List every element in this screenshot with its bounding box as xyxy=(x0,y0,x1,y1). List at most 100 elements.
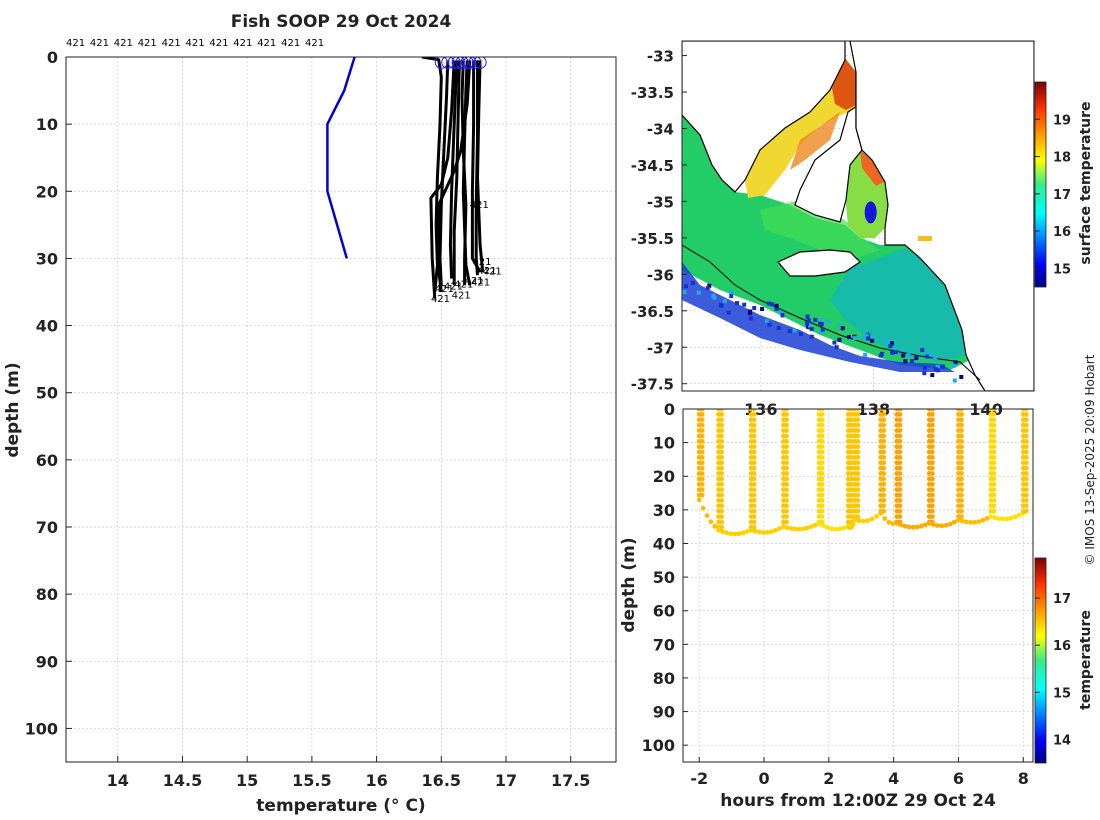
cast-point xyxy=(991,428,997,433)
profile-y-tick-label: 70 xyxy=(36,518,58,537)
cast-point xyxy=(897,487,903,493)
cast-point xyxy=(959,476,964,482)
cast-point xyxy=(897,514,903,519)
cast-point xyxy=(819,428,825,433)
tow-point xyxy=(808,524,814,529)
map-noise-pixel xyxy=(809,334,814,339)
profile-end-label: 421 xyxy=(431,294,450,305)
cast-point xyxy=(897,409,903,412)
tow-point xyxy=(943,522,949,528)
cast-point xyxy=(819,412,825,417)
map-noise-pixel xyxy=(726,310,731,315)
temperature-colorbar-tick-label: 17 xyxy=(1053,592,1071,607)
map-noise-pixel xyxy=(864,333,869,338)
surface-marker xyxy=(473,57,487,69)
profile-line-421-h xyxy=(435,60,472,293)
cast-point xyxy=(897,417,903,423)
map-noise-pixel xyxy=(752,306,757,310)
cast-point xyxy=(699,433,705,439)
map-noise-pixel xyxy=(935,364,940,369)
cast-point xyxy=(1023,433,1029,439)
cast-point xyxy=(1023,422,1029,428)
cast-point xyxy=(719,428,724,433)
cast-point xyxy=(881,460,887,466)
tow-point xyxy=(712,523,718,529)
map-noise-pixel xyxy=(925,354,930,359)
map-noise-pixel xyxy=(774,306,779,311)
cast-point xyxy=(1023,409,1029,412)
map-noise-pixel xyxy=(770,302,775,307)
cast-point xyxy=(991,503,997,509)
cast-point xyxy=(929,417,935,423)
profile-line-421-e xyxy=(452,60,461,286)
map-noise-pixel xyxy=(933,357,937,362)
temperature-colorbar-tick-label: 15 xyxy=(1053,686,1071,701)
map-noise-pixel xyxy=(826,319,830,324)
cast-point xyxy=(855,449,861,455)
tow-point xyxy=(796,526,802,532)
cast-point xyxy=(897,476,903,482)
map-noise-pixel xyxy=(760,307,765,311)
map-noise-pixel xyxy=(806,324,811,329)
cast-point xyxy=(897,433,903,439)
map-noise-pixel xyxy=(832,340,837,345)
tow-point xyxy=(926,520,932,526)
tow-point xyxy=(740,530,746,536)
map-noise-pixel xyxy=(780,313,785,318)
map-noise-pixel xyxy=(774,303,779,308)
depth-time-points xyxy=(696,409,1029,537)
surface-marker xyxy=(434,57,448,69)
tow-point xyxy=(922,522,928,528)
cast-point xyxy=(929,409,935,412)
tow-point xyxy=(1012,514,1018,520)
cast-point xyxy=(751,428,757,433)
tow-point xyxy=(781,524,786,530)
cast-point xyxy=(929,444,935,450)
temperature-colorbar-tick-label: 14 xyxy=(1053,733,1071,748)
profile-end-label: 421 xyxy=(465,276,484,287)
map-noise-pixel xyxy=(890,350,895,355)
map-noise-pixel xyxy=(809,327,814,332)
tow-point xyxy=(720,529,726,534)
profile-top-label: 421 xyxy=(114,38,133,49)
cast-point xyxy=(719,417,724,423)
profile-y-tick-label: 90 xyxy=(36,652,58,671)
cast-point xyxy=(819,471,825,476)
cast-point xyxy=(991,487,997,493)
map-noise-pixel xyxy=(792,328,797,333)
profile-y-tick-label: 80 xyxy=(36,585,58,604)
cast-point xyxy=(1023,487,1029,493)
cast-point xyxy=(929,508,935,514)
tow-point xyxy=(972,519,978,525)
map-noise-pixel xyxy=(805,314,810,319)
cast-point xyxy=(848,417,854,423)
cast-point xyxy=(784,422,789,428)
cast-point xyxy=(848,492,854,498)
map-noise-pixel xyxy=(711,293,716,298)
cast-point xyxy=(848,433,854,439)
tow-point xyxy=(869,516,875,522)
cast-point xyxy=(784,409,789,412)
spencer-gulf-mid xyxy=(790,112,840,170)
cast-point xyxy=(855,455,861,460)
cast-point xyxy=(751,412,757,417)
cast-point xyxy=(959,465,964,471)
profile-ylabel: depth (m) xyxy=(3,362,23,457)
tow-point xyxy=(910,524,916,530)
cast-point xyxy=(991,471,997,476)
spencer-gulf-head xyxy=(832,58,858,110)
cast-point xyxy=(855,428,861,433)
tow-point xyxy=(964,519,969,525)
depth-time-y-tick-label: 0 xyxy=(664,400,675,419)
map-noise-pixel xyxy=(696,290,701,295)
sst-colorbar-tick-label: 18 xyxy=(1053,151,1071,166)
profile-top-label: 421 xyxy=(305,38,324,49)
map-y-tick-label: -35.5 xyxy=(631,230,674,248)
cast-point xyxy=(719,498,724,503)
cast-point xyxy=(848,498,854,503)
map-noise-pixel xyxy=(893,350,898,355)
surface-marker xyxy=(460,57,474,69)
cast-point xyxy=(897,460,903,466)
depth-time-x-tick-label: -2 xyxy=(690,769,708,788)
